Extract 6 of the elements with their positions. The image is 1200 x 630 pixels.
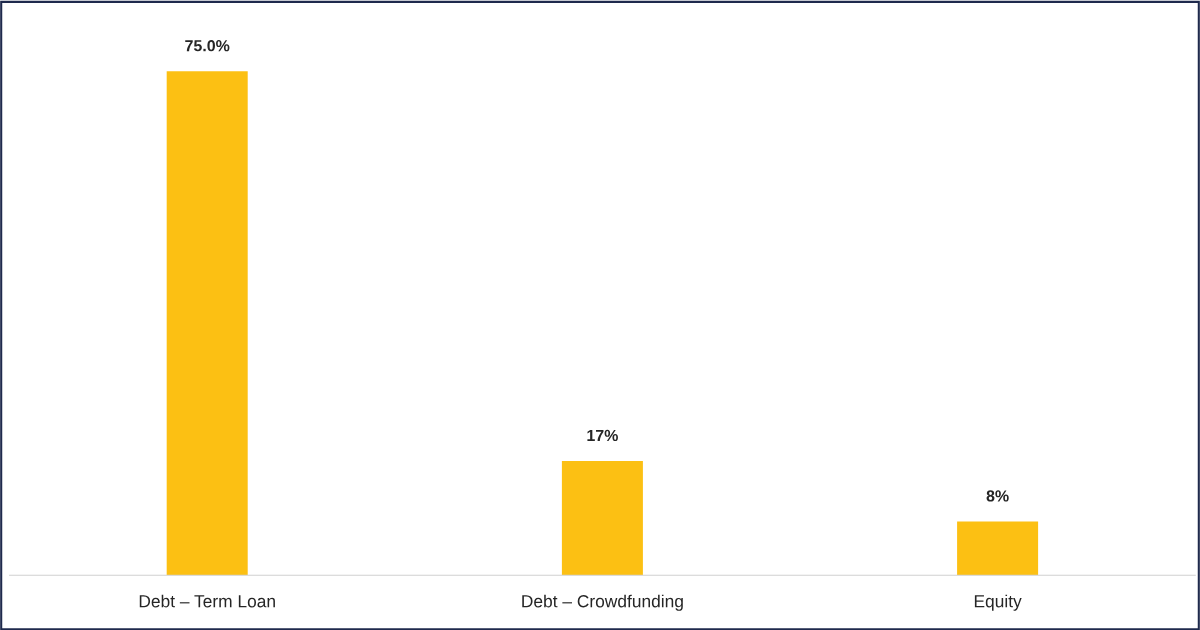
x-tick-label: Equity (974, 594, 1022, 611)
data-label: 75.0% (185, 40, 230, 52)
x-tick-label: Debt – Crowdfunding (522, 594, 683, 611)
x-tick-label: Debt – Term Loan (139, 594, 275, 608)
data-label: 8% (986, 490, 1009, 502)
data-label: 17% (587, 429, 618, 442)
